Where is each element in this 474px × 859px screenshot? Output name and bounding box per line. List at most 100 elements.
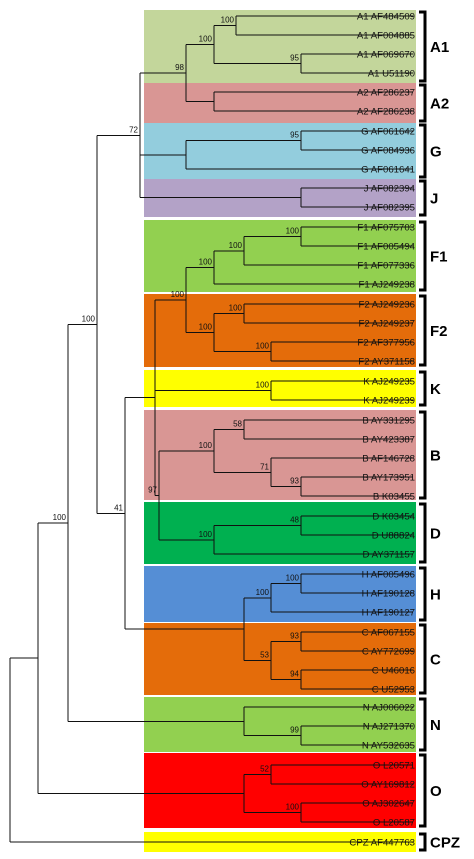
leaf-label: CPZ AF447763: [349, 838, 415, 849]
clade-label-h: H: [430, 587, 441, 604]
clade-label-d: D: [430, 526, 441, 543]
leaf-label: F2 AY371158: [358, 357, 415, 368]
clade-band-n: [144, 697, 416, 752]
clade-labels: A1 A2 G J F1 F2 K B D H C N O CPZ: [430, 39, 460, 852]
clade-bracket-g: [419, 123, 427, 179]
bootstrap-value: 41: [114, 503, 123, 512]
leaf-label: B K03455: [373, 492, 415, 503]
leaf-label: A1 AF069670: [357, 50, 415, 61]
leaf-label: F1 AF077336: [357, 261, 415, 272]
bootstrap-value: 93: [290, 632, 299, 641]
bootstrap-value: 52: [260, 765, 269, 774]
clade-bracket-h: [419, 566, 427, 622]
clade-bracket-cpz: [419, 832, 427, 852]
bootstrap-value: 100: [199, 323, 213, 332]
leaf-label: B AY173951: [362, 473, 415, 484]
leaf-label: B AY423387: [362, 435, 415, 446]
leaf-label: F2 AJ249236: [358, 300, 415, 311]
leaf-label: O AY169812: [361, 780, 415, 791]
leaf-label: K AJ249235: [363, 377, 415, 388]
clade-band-b: [144, 410, 416, 500]
leaf-label: G AF061641: [361, 165, 415, 176]
bootstrap-value: 100: [171, 290, 185, 299]
bootstrap-value: 99: [290, 726, 299, 735]
clade-bracket-o: [419, 753, 427, 828]
bootstrap-value: 95: [290, 131, 299, 140]
leaf-label: A1 U51190: [368, 69, 415, 80]
bootstrap-value: 100: [229, 304, 243, 313]
bootstrap-value: 58: [233, 420, 242, 429]
leaf-label: F1 AJ249238: [358, 280, 415, 291]
bootstrap-value: 100: [199, 530, 213, 539]
clade-band-a2: [144, 83, 416, 123]
clade-label-a1: A1: [430, 39, 449, 56]
leaf-label: G AF084936: [361, 146, 415, 157]
bootstrap-value: 100: [53, 513, 67, 522]
clade-band-f2: [144, 294, 416, 367]
tree-branches: [9, 15, 413, 843]
leaf-label: C U52953: [372, 685, 415, 696]
clade-label-g: G: [430, 144, 442, 161]
leaf-label: O L20571: [373, 761, 415, 772]
clade-color-bands: [144, 10, 416, 852]
leaf-label: J AF082395: [364, 203, 415, 214]
bootstrap-value: 100: [256, 342, 270, 351]
leaf-label: D U88824: [372, 531, 416, 542]
leaf-label: D AY371157: [363, 550, 415, 561]
clade-bracket-j: [419, 179, 427, 217]
bootstrap-value: 100: [286, 227, 300, 236]
bootstrap-value: 100: [82, 314, 96, 323]
leaf-label: F1 AF075703: [357, 223, 415, 234]
leaf-label: N AJ006022: [363, 703, 415, 714]
clade-bracket-b: [419, 410, 427, 500]
leaf-label: C AF067155: [362, 628, 415, 639]
clade-bracket-d: [419, 502, 427, 564]
clade-label-f1: F1: [430, 249, 448, 266]
leaf-label: B AF146728: [362, 454, 415, 465]
clade-bracket-f2: [419, 294, 427, 367]
clade-brackets: [419, 10, 427, 852]
leaf-label: H AF005496: [362, 570, 415, 581]
bootstrap-value: 93: [290, 477, 299, 486]
bootstrap-value: 98: [175, 63, 184, 72]
clade-bracket-f1: [419, 220, 427, 292]
leaf-label: F2 AJ249237: [358, 319, 415, 330]
bootstrap-value: 95: [290, 54, 299, 63]
leaf-label: J AF082394: [364, 184, 416, 195]
clade-bracket-c: [419, 623, 427, 695]
leaf-label: F1 AF005494: [357, 242, 415, 253]
bootstrap-value: 100: [256, 588, 270, 597]
leaf-label: C U46016: [372, 666, 415, 677]
bootstrap-value: 100: [286, 803, 300, 812]
bootstrap-value: 71: [260, 462, 269, 471]
clade-band-a1: [144, 10, 416, 83]
clade-band-g: [144, 123, 416, 179]
leaf-label: A1 AF004885: [357, 31, 415, 42]
leaf-label: G AF061642: [361, 127, 415, 138]
clade-label-n: N: [430, 717, 441, 734]
clade-label-cpz: CPZ: [430, 835, 460, 852]
leaf-label: A1 AF484509: [357, 12, 415, 23]
bootstrap-value: 53: [260, 651, 269, 660]
leaf-label: D K03454: [372, 512, 415, 523]
bootstrap-value: 72: [129, 125, 138, 134]
bootstrap-value: 100: [286, 574, 300, 583]
bootstrap-value: 48: [290, 516, 299, 525]
clade-label-b: B: [430, 448, 441, 465]
bootstrap-value: 100: [199, 441, 213, 450]
bootstrap-value: 100: [199, 257, 213, 266]
leaf-label: N AY532635: [362, 741, 415, 752]
bootstrap-value: 100: [229, 241, 243, 250]
leaf-label: F2 AF377956: [357, 338, 415, 349]
bootstrap-value: 100: [256, 381, 270, 390]
clade-bracket-a1: [419, 10, 427, 83]
clade-label-j: J: [430, 191, 438, 208]
leaf-label: N AJ271370: [363, 722, 415, 733]
leaf-label: K AJ249239: [363, 396, 415, 407]
clade-bracket-k: [419, 370, 427, 407]
leaf-label: A2 AF286237: [357, 88, 415, 99]
clade-bracket-n: [419, 697, 427, 752]
bootstrap-value: 94: [290, 670, 299, 679]
